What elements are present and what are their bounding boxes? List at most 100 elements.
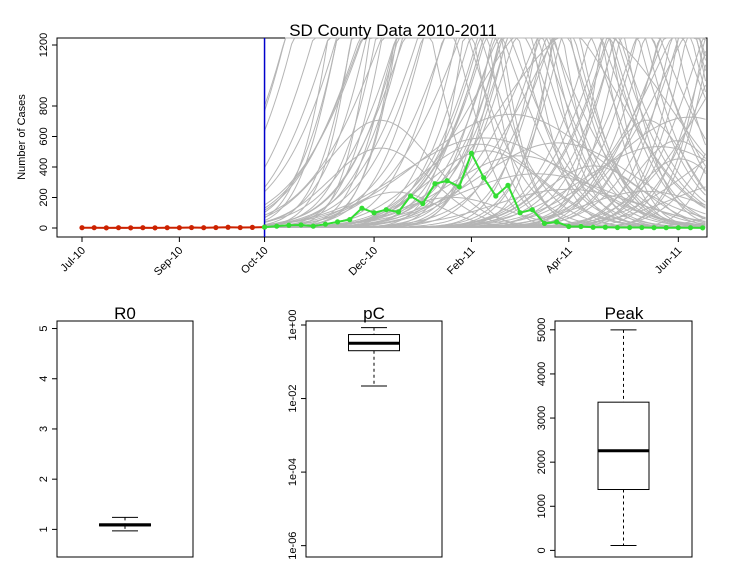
- series-point: [468, 150, 475, 156]
- y-tick-label: 1000: [536, 494, 548, 518]
- series-point: [614, 224, 621, 231]
- pc-plot-frame: [305, 320, 443, 558]
- y-tick-label: 0: [536, 547, 548, 553]
- x-tick-label: Oct-10: [239, 245, 271, 277]
- r0-panel: R0 1 2 3 4 5: [38, 304, 194, 558]
- series-point: [493, 193, 499, 199]
- series-point: [554, 219, 560, 225]
- series-point: [432, 181, 438, 187]
- series-point: [298, 222, 304, 228]
- series-point: [395, 209, 402, 215]
- series-point: [566, 223, 572, 230]
- series-point: [188, 224, 195, 231]
- y-tick-label: 1: [38, 526, 50, 532]
- series-point: [359, 205, 365, 211]
- series-point: [91, 225, 97, 231]
- series-point: [261, 224, 268, 230]
- series-point: [140, 225, 146, 231]
- y-tick-label: 400: [38, 158, 50, 176]
- series-point: [420, 201, 426, 207]
- simulation-curve: [264, 137, 706, 226]
- y-tick-label: 4000: [536, 362, 548, 386]
- series-point: [371, 210, 377, 216]
- series-point: [651, 225, 657, 231]
- y-tick-label: 3000: [536, 406, 548, 430]
- series-point: [529, 207, 535, 213]
- y-tick-label: 2000: [536, 450, 548, 474]
- y-tick-label: 1e-02: [287, 384, 299, 412]
- y-tick-label: 5: [38, 325, 50, 331]
- timeseries-title: SD County Data 2010-2011: [289, 21, 497, 40]
- pc-panel: pC 1e+00 1e-02 1e-04 1e-06: [287, 304, 443, 560]
- series-point: [249, 224, 255, 230]
- series-point: [225, 224, 231, 230]
- series-point: [700, 225, 706, 231]
- series-line: [82, 226, 265, 229]
- y-tick-label: 600: [38, 127, 50, 145]
- peak-plot-frame: [554, 320, 693, 558]
- series-point: [164, 225, 170, 231]
- series-point: [213, 224, 219, 231]
- x-tick-label: Dec-10: [347, 245, 381, 279]
- series-point: [578, 223, 584, 230]
- series-point: [152, 225, 158, 231]
- r0-title: R0: [114, 304, 136, 323]
- peak-title: Peak: [605, 304, 644, 323]
- series-point: [663, 225, 669, 231]
- peak-panel: Peak 0 1000 2000 3000 4000 5000: [536, 304, 693, 558]
- y-tick-label: 1e+00: [287, 310, 299, 341]
- series-point: [541, 220, 548, 227]
- series-point: [407, 193, 414, 199]
- y-tick-label: 1e-06: [287, 532, 299, 560]
- series-point: [517, 210, 523, 216]
- y-tick-label: 200: [38, 188, 50, 206]
- series-point: [334, 219, 341, 225]
- series-point: [687, 225, 694, 231]
- x-tick-label: Sep-10: [152, 245, 186, 279]
- series-point: [481, 175, 487, 181]
- box-iqr: [597, 401, 650, 491]
- y-tick-label: 1e-04: [287, 458, 299, 486]
- simulation-curve: [264, 142, 706, 228]
- series-point: [103, 225, 109, 231]
- x-tick-label: Apr-11: [544, 245, 575, 276]
- timeseries-plot-frame: [56, 37, 708, 238]
- series-point: [286, 222, 292, 228]
- x-tick-label: Jul-10: [58, 245, 88, 275]
- series-point: [237, 224, 243, 231]
- y-tick-label: 0: [38, 225, 50, 231]
- r0-plot-frame: [56, 320, 194, 558]
- series-point: [383, 207, 389, 213]
- series-point: [310, 223, 316, 229]
- series-point: [274, 223, 280, 229]
- y-tick-label: 2: [38, 476, 50, 482]
- series-point: [627, 224, 633, 231]
- series-point: [128, 225, 134, 231]
- series-point: [590, 224, 596, 230]
- x-tick-label: Jun-11: [653, 245, 685, 277]
- pc-title: pC: [363, 304, 385, 323]
- series-point: [115, 225, 122, 231]
- y-tick-label: 5000: [536, 318, 548, 342]
- series-point: [201, 225, 207, 231]
- series-point: [456, 184, 462, 190]
- series-point: [79, 225, 85, 231]
- simulation-curves: [264, 37, 706, 228]
- observed-series: [79, 150, 706, 231]
- y-tick-label: 1200: [38, 33, 50, 57]
- series-point: [602, 224, 608, 230]
- timeseries-x-axis: Jul-10 Sep-10 Oct-10 Dec-10 Feb-11 Apr-11 Jun-…: [58, 237, 684, 278]
- timeseries-panel: SD County Data 2010-2011 Number of Cases…: [16, 21, 708, 278]
- series-point: [675, 225, 681, 231]
- series-point: [322, 221, 328, 227]
- y-tick-label: 3: [38, 426, 50, 432]
- simulation-curve: [264, 37, 706, 228]
- x-tick-label: Feb-11: [445, 245, 478, 278]
- y-tick-label: 4: [38, 376, 50, 382]
- simulation-curve: [264, 37, 706, 228]
- series-point: [347, 217, 353, 223]
- timeseries-ylabel: Number of Cases: [16, 94, 28, 180]
- timeseries-y-axis: 0 200 400 600 800 1200: [38, 33, 57, 231]
- series-point: [639, 224, 645, 231]
